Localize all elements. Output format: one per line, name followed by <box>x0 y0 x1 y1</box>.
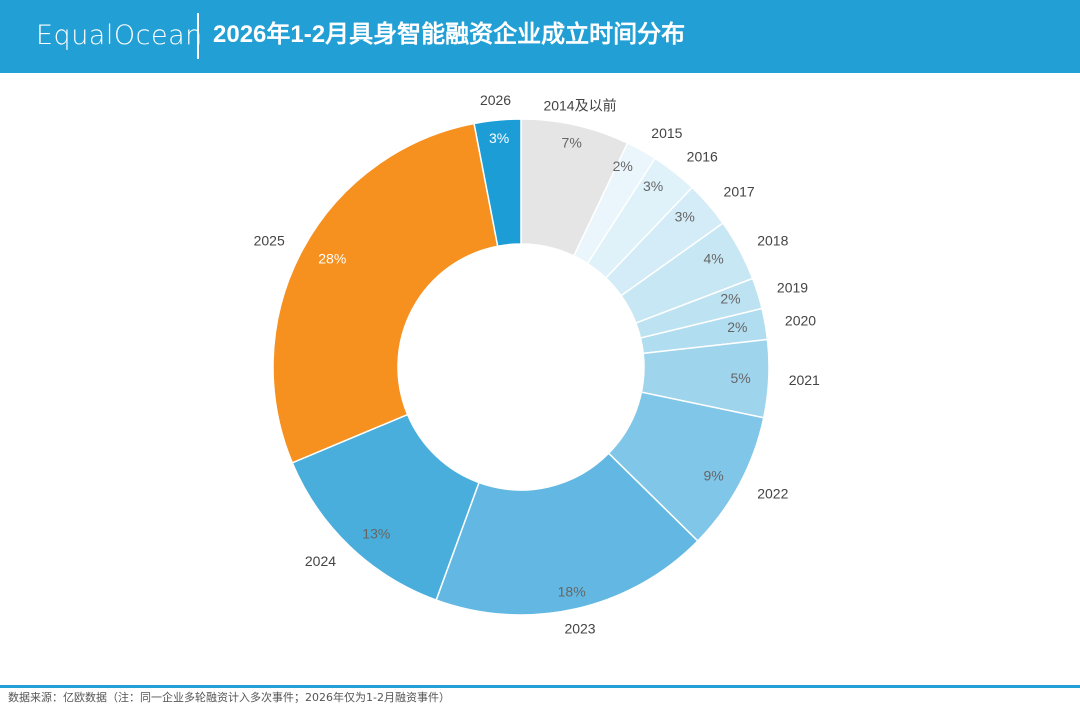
category-label-2020: 2020 <box>785 312 816 328</box>
percent-label-2020: 2% <box>727 319 747 335</box>
chart-slices <box>272 118 770 616</box>
category-label-2017: 2017 <box>724 183 755 199</box>
category-label-2021: 2021 <box>789 372 820 388</box>
percent-label-2015: 2% <box>613 158 633 174</box>
percent-label-2024: 13% <box>362 525 390 541</box>
brand-logo: EqualOcean <box>36 20 203 51</box>
percent-label-2014及以前: 7% <box>562 135 582 151</box>
category-label-2024: 2024 <box>305 553 336 569</box>
category-label-2026: 2026 <box>480 92 511 108</box>
percent-label-2021: 5% <box>731 370 751 386</box>
source-note: 数据来源：亿欧数据（注：同一企业多轮融资计入多次事件；2026年仅为1-2月融资… <box>8 691 450 704</box>
slice-2025 <box>272 122 499 464</box>
percent-label-2016: 3% <box>643 178 663 194</box>
chart-title: 2026年1-2月具身智能融资企业成立时间分布 <box>213 21 686 48</box>
category-label-2015: 2015 <box>651 125 682 141</box>
header-divider <box>197 13 199 59</box>
chart-percent-labels: 7% 2% 3% 3% 4% 2% 2% 5% 9% 18% 13% 28% 3% <box>318 130 750 599</box>
category-label-2014及以前: 2014及以前 <box>543 98 616 114</box>
percent-label-2019: 2% <box>720 291 740 307</box>
category-label-2019: 2019 <box>777 279 808 295</box>
percent-label-2026: 3% <box>489 130 509 146</box>
percent-label-2023: 18% <box>558 583 586 599</box>
chart-category-labels: 2014及以前 2015 2016 2017 2018 2019 2020 2021 2022 2… <box>254 92 820 636</box>
slice-2024 <box>291 413 480 602</box>
category-label-2022: 2022 <box>757 486 788 502</box>
slice-2026 <box>473 118 522 248</box>
category-label-2023: 2023 <box>564 620 595 636</box>
percent-label-2017: 3% <box>675 208 695 224</box>
donut-chart: 7%2%3%3%4%2%2%5%9%18%13%28%3% 2014及以前201… <box>254 92 820 636</box>
percent-label-2022: 9% <box>703 468 723 484</box>
category-label-2025: 2025 <box>254 232 285 248</box>
footer-divider <box>0 685 1080 688</box>
percent-label-2018: 4% <box>703 250 723 266</box>
category-label-2016: 2016 <box>687 148 718 164</box>
category-label-2018: 2018 <box>757 232 788 248</box>
slice-2023 <box>435 452 699 616</box>
percent-label-2025: 28% <box>318 250 346 266</box>
header-bar: EqualOcean 2026年1-2月具身智能融资企业成立时间分布 <box>0 0 1080 73</box>
